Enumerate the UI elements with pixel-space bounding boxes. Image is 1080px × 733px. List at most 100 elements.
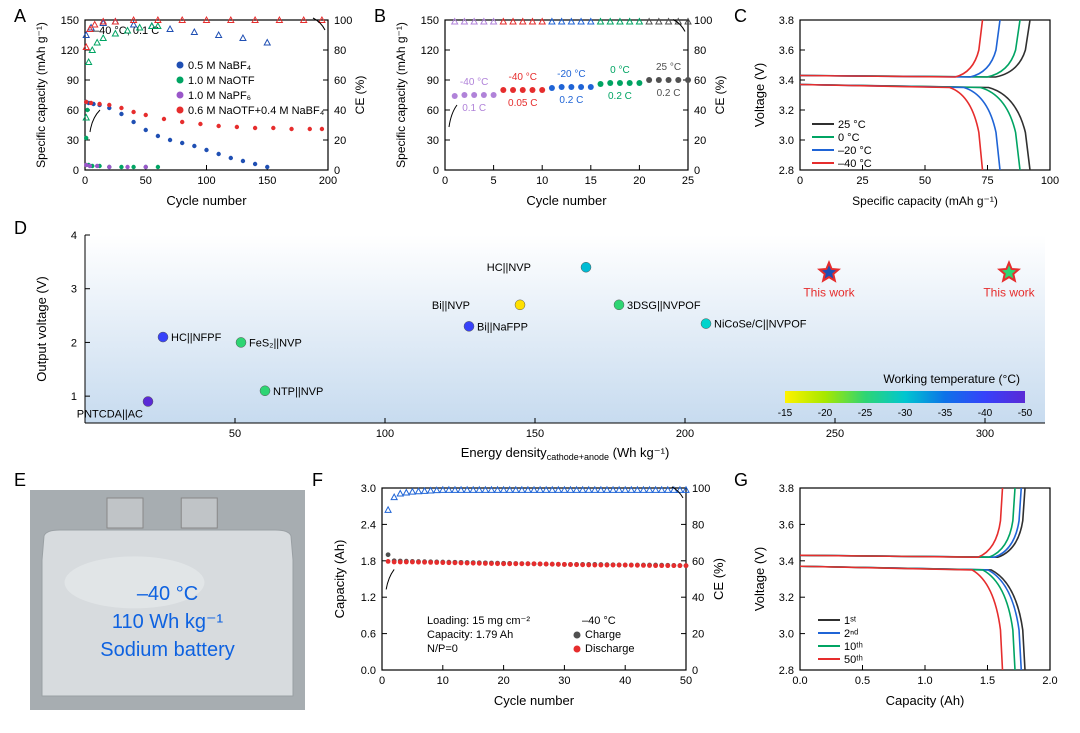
svg-text:60: 60 xyxy=(67,105,79,117)
svg-text:2: 2 xyxy=(71,337,77,349)
svg-text:1.5: 1.5 xyxy=(980,675,995,687)
svg-text:150: 150 xyxy=(258,175,276,187)
svg-text:1: 1 xyxy=(71,391,77,403)
svg-text:1ˢᵗ: 1ˢᵗ xyxy=(844,615,857,627)
svg-text:100: 100 xyxy=(1041,175,1059,187)
svg-text:300: 300 xyxy=(976,428,994,440)
svg-text:2ⁿᵈ: 2ⁿᵈ xyxy=(844,628,858,640)
svg-text:80: 80 xyxy=(692,519,704,531)
svg-text:0.05 C: 0.05 C xyxy=(508,98,537,109)
svg-text:10: 10 xyxy=(536,175,548,187)
svg-text:-15: -15 xyxy=(778,408,793,419)
panel-c-label: C xyxy=(734,6,747,27)
svg-text:50ᵗʰ: 50ᵗʰ xyxy=(844,654,863,666)
svg-text:150: 150 xyxy=(61,15,79,27)
svg-text:90: 90 xyxy=(427,75,439,87)
svg-text:0.1 C: 0.1 C xyxy=(462,103,486,114)
svg-text:0.6: 0.6 xyxy=(361,629,376,641)
panel-f-label: F xyxy=(312,470,323,491)
svg-text:-40 °C: -40 °C xyxy=(460,77,488,88)
svg-text:0: 0 xyxy=(433,165,439,177)
svg-text:0: 0 xyxy=(73,165,79,177)
svg-text:30: 30 xyxy=(427,135,439,147)
svg-text:0: 0 xyxy=(694,165,700,177)
svg-text:Sodium battery: Sodium battery xyxy=(100,639,235,661)
svg-text:-35: -35 xyxy=(938,408,953,419)
svg-text:0 °C: 0 °C xyxy=(610,65,630,76)
svg-text:25 °C: 25 °C xyxy=(656,62,681,73)
svg-text:Capacity (Ah): Capacity (Ah) xyxy=(886,693,965,708)
svg-text:3.8: 3.8 xyxy=(779,483,794,495)
svg-text:-25: -25 xyxy=(858,408,873,419)
svg-text:20: 20 xyxy=(694,135,706,147)
svg-text:100: 100 xyxy=(334,15,352,27)
panel-b-label: B xyxy=(374,6,386,27)
svg-text:N/P=0: N/P=0 xyxy=(427,643,458,655)
svg-text:110 Wh kg⁻¹: 110 Wh kg⁻¹ xyxy=(112,611,224,633)
svg-text:Bi||NaFPP: Bi||NaFPP xyxy=(477,321,528,333)
svg-text:1.8: 1.8 xyxy=(361,556,376,568)
svg-text:2.8: 2.8 xyxy=(779,665,794,677)
svg-text:60: 60 xyxy=(694,75,706,87)
svg-text:120: 120 xyxy=(61,45,79,57)
svg-text:–40 °C: –40 °C xyxy=(838,158,872,170)
panel-a-label: A xyxy=(14,6,26,27)
svg-text:40: 40 xyxy=(692,592,704,604)
svg-text:PNTCDA||AC: PNTCDA||AC xyxy=(77,409,143,421)
svg-text:-20: -20 xyxy=(818,408,833,419)
svg-text:20: 20 xyxy=(497,675,509,687)
svg-text:80: 80 xyxy=(334,45,346,57)
svg-text:Loading: 15 mg cm⁻²: Loading: 15 mg cm⁻² xyxy=(427,615,530,627)
svg-text:3.0: 3.0 xyxy=(779,135,794,147)
svg-text:0: 0 xyxy=(379,675,385,687)
svg-text:100: 100 xyxy=(376,428,394,440)
svg-text:10: 10 xyxy=(437,675,449,687)
svg-text:0.0: 0.0 xyxy=(792,675,807,687)
svg-text:1.0 M NaPF₆: 1.0 M NaPF₆ xyxy=(188,90,251,102)
panel-a-chart: 0501001502000306090120150020406080100Cyc… xyxy=(30,10,370,210)
panel-g-label: G xyxy=(734,470,748,491)
svg-text:Capacity (Ah): Capacity (Ah) xyxy=(332,540,347,619)
svg-text:60: 60 xyxy=(427,105,439,117)
svg-text:100: 100 xyxy=(694,15,712,27)
svg-text:3: 3 xyxy=(71,284,77,296)
svg-text:200: 200 xyxy=(676,428,694,440)
svg-text:CE (%): CE (%) xyxy=(353,76,367,115)
svg-text:HC||NVP: HC||NVP xyxy=(487,262,531,274)
svg-text:Output voltage (V): Output voltage (V) xyxy=(34,276,49,382)
svg-text:50: 50 xyxy=(680,675,692,687)
svg-text:50: 50 xyxy=(919,175,931,187)
svg-text:Voltage (V): Voltage (V) xyxy=(752,63,767,127)
svg-text:4: 4 xyxy=(71,230,77,242)
panel-c-chart: 02550751002.83.03.23.43.63.8Specific cap… xyxy=(750,10,1060,210)
panel-f-chart: 010203040500.00.61.21.82.43.002040608010… xyxy=(330,478,730,710)
svg-text:15: 15 xyxy=(585,175,597,187)
svg-text:3.0: 3.0 xyxy=(361,483,376,495)
svg-text:0.2 C: 0.2 C xyxy=(657,88,681,99)
svg-text:3DSG||NVPOF: 3DSG||NVPOF xyxy=(627,300,701,312)
svg-text:90: 90 xyxy=(67,75,79,87)
svg-text:0 °C: 0 °C xyxy=(838,132,860,144)
svg-text:–20 °C: –20 °C xyxy=(838,145,872,157)
svg-text:50: 50 xyxy=(229,428,241,440)
svg-text:0.0: 0.0 xyxy=(361,665,376,677)
svg-text:60: 60 xyxy=(334,75,346,87)
svg-text:-40 °C: -40 °C xyxy=(509,72,537,83)
svg-text:0.2 C: 0.2 C xyxy=(608,91,632,102)
svg-text:150: 150 xyxy=(526,428,544,440)
svg-text:0.6 M NaOTF+0.4 M NaBF₄: 0.6 M NaOTF+0.4 M NaBF₄ xyxy=(188,105,325,117)
svg-text:0.2 C: 0.2 C xyxy=(559,95,583,106)
svg-text:120: 120 xyxy=(421,45,439,57)
svg-text:25: 25 xyxy=(856,175,868,187)
svg-text:60: 60 xyxy=(692,556,704,568)
svg-text:1.0 M NaOTF: 1.0 M NaOTF xyxy=(188,75,255,87)
svg-text:-40: -40 xyxy=(978,408,993,419)
svg-text:2.8: 2.8 xyxy=(779,165,794,177)
svg-text:40: 40 xyxy=(694,105,706,117)
svg-text:0: 0 xyxy=(82,175,88,187)
svg-text:20: 20 xyxy=(334,135,346,147)
svg-text:3.2: 3.2 xyxy=(779,105,794,117)
svg-text:2.0: 2.0 xyxy=(1042,675,1057,687)
svg-text:3.0: 3.0 xyxy=(779,629,794,641)
svg-text:20: 20 xyxy=(633,175,645,187)
